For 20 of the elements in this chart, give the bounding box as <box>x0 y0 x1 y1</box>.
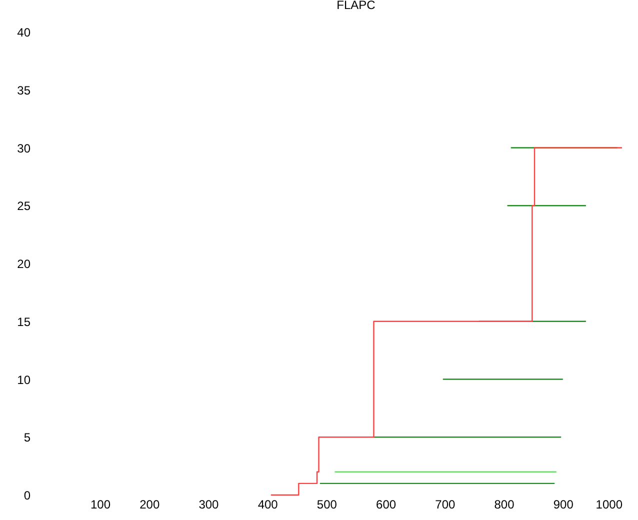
y-tick-label: 40 <box>17 26 31 40</box>
y-tick-label: 15 <box>17 314 31 329</box>
x-tick-label: 400 <box>258 498 278 512</box>
y-tick-label: 25 <box>17 199 31 214</box>
x-tick-label: 900 <box>553 498 574 512</box>
y-tick-label: 10 <box>17 372 31 387</box>
y-tick-label: 20 <box>17 257 31 271</box>
y-tick-label: 5 <box>24 430 31 445</box>
y-tick-label: 30 <box>17 141 31 156</box>
x-tick-label: 800 <box>494 498 515 512</box>
x-tick-label: 100 <box>90 498 111 512</box>
y-tick-label: 35 <box>17 83 31 98</box>
x-tick-label: 1000 <box>596 498 623 512</box>
x-tick-label: 700 <box>435 498 456 512</box>
x-tick-label: 500 <box>316 498 338 512</box>
x-tick-label: 200 <box>140 498 160 512</box>
x-tick-label: 300 <box>198 498 220 512</box>
x-tick-label: 600 <box>376 498 396 512</box>
y-tick-label: 0 <box>24 488 31 502</box>
chart-title: FLAPC <box>336 0 376 12</box>
